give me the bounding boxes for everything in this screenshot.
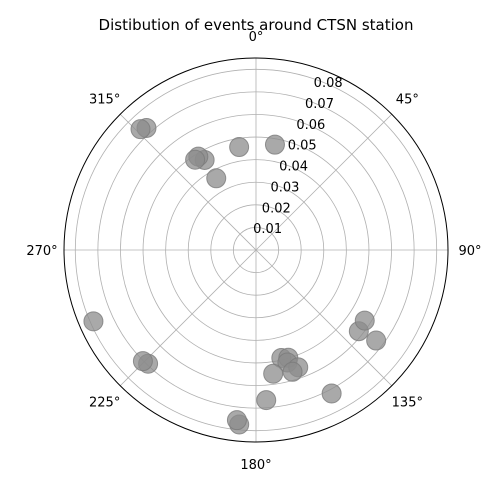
radial-tick-labels: 0.01 0.02 0.03 0.04 0.05 0.06 0.07 0.08 <box>253 76 342 237</box>
radial-tick-label-7: 0.08 <box>314 76 343 91</box>
angular-tick-label-1: 45° <box>396 93 419 108</box>
event-point-0 <box>229 137 250 158</box>
event-point-20 <box>226 410 247 431</box>
event-point-1 <box>264 134 285 155</box>
event-point-4 <box>185 149 206 170</box>
radial-tick-label-2: 0.03 <box>270 180 299 195</box>
event-point-23 <box>83 311 104 332</box>
radial-tick-label-1: 0.02 <box>262 201 291 216</box>
chart-title: Distibution of events around CTSN statio… <box>99 16 414 34</box>
event-point-9 <box>354 310 375 331</box>
angular-tick-label-3: 135° <box>392 395 423 410</box>
grid-spoke-3 <box>255 249 393 387</box>
event-point-10 <box>366 330 387 351</box>
angular-tick-labels: 0° 45° 90° 135° 180° 225° 270° 315° <box>26 30 481 473</box>
polar-grid <box>63 57 449 443</box>
angular-tick-label-7: 315° <box>89 93 120 108</box>
polar-frame <box>63 57 449 443</box>
radial-tick-label-4: 0.05 <box>288 139 317 154</box>
angular-tick-label-0: 0° <box>249 30 264 45</box>
event-point-22 <box>132 351 153 372</box>
event-point-18 <box>256 390 277 411</box>
angular-tick-label-5: 225° <box>89 395 120 410</box>
angular-tick-label-4: 180° <box>240 458 271 473</box>
radial-tick-label-0: 0.01 <box>253 222 282 237</box>
event-point-15 <box>263 363 284 384</box>
radial-tick-label-3: 0.04 <box>279 160 308 175</box>
event-point-17 <box>282 361 303 382</box>
grid-spoke-1 <box>255 113 393 251</box>
event-point-5 <box>206 168 227 189</box>
scatter-points <box>83 117 387 435</box>
radial-tick-label-6: 0.07 <box>305 97 334 112</box>
angular-tick-label-6: 270° <box>26 244 57 259</box>
radial-tick-label-5: 0.06 <box>296 118 325 133</box>
angular-tick-label-2: 90° <box>458 244 481 259</box>
event-point-7 <box>130 119 151 140</box>
event-point-11 <box>321 383 342 404</box>
